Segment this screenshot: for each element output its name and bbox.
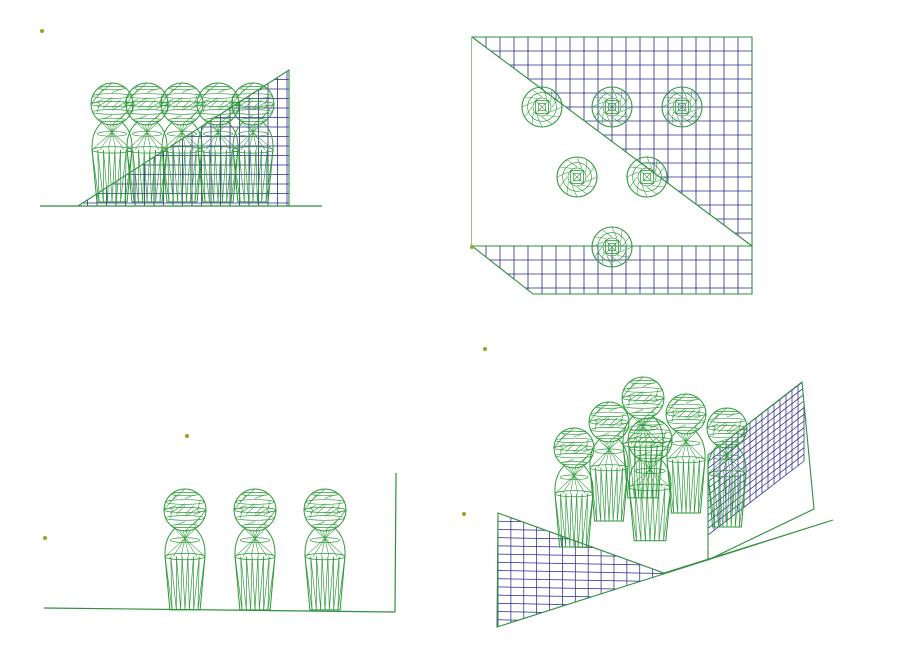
wireframe-figure-top bbox=[591, 226, 633, 268]
figure-head bbox=[163, 488, 207, 532]
wireframe-figure bbox=[233, 488, 277, 611]
wireframe-figure-top bbox=[661, 86, 703, 128]
wireframe-figure bbox=[665, 393, 707, 514]
figure-body bbox=[589, 438, 629, 522]
marker-dot bbox=[483, 347, 487, 351]
marker-dot bbox=[43, 536, 47, 540]
figure-head bbox=[627, 417, 673, 463]
figure-head bbox=[706, 407, 748, 449]
wireframe-figure-top bbox=[521, 86, 563, 128]
figure-body bbox=[164, 527, 206, 611]
wireframe-figure bbox=[231, 82, 275, 203]
figure-body bbox=[554, 464, 594, 548]
figure-body bbox=[197, 121, 239, 203]
figure-body bbox=[666, 430, 706, 514]
marker-dot bbox=[185, 434, 189, 438]
perspective-view-panel bbox=[496, 376, 834, 628]
wireframe-figure-top bbox=[556, 156, 598, 198]
wireframe-figure bbox=[303, 488, 347, 611]
figure-body bbox=[232, 121, 274, 203]
figure-body bbox=[91, 121, 133, 203]
back-wall-edge bbox=[394, 472, 397, 613]
wireframe-figure-top bbox=[591, 86, 633, 128]
side-view-panel bbox=[43, 472, 397, 613]
corner-markers bbox=[40, 29, 487, 540]
marker-dot bbox=[470, 245, 474, 249]
figure-head bbox=[231, 82, 275, 126]
wireframe-figure bbox=[163, 488, 207, 611]
figure-head bbox=[665, 393, 707, 435]
wireframe-figure bbox=[588, 401, 630, 522]
figure-body bbox=[161, 121, 203, 203]
figure-body bbox=[126, 121, 168, 203]
figure-head bbox=[553, 427, 595, 469]
figure-head bbox=[303, 488, 347, 532]
wireframe-figure-top bbox=[626, 156, 668, 198]
front-view-panel bbox=[40, 68, 322, 207]
ground-line bbox=[43, 607, 396, 613]
figure-head bbox=[233, 488, 277, 532]
floor-grid-lower bbox=[470, 245, 753, 295]
figure-head bbox=[621, 376, 665, 420]
top-view-panel bbox=[470, 36, 753, 295]
wireframe-figure bbox=[160, 82, 204, 203]
marker-dot bbox=[40, 29, 44, 33]
figure-head bbox=[588, 401, 630, 443]
figure-head bbox=[160, 82, 204, 126]
wireframe-figure bbox=[706, 407, 748, 528]
figure-body bbox=[234, 527, 276, 611]
figure-body bbox=[304, 527, 346, 611]
wireframe-figure bbox=[196, 82, 240, 203]
figure-body bbox=[707, 444, 747, 528]
wireframe-figure bbox=[553, 427, 595, 548]
marker-dot bbox=[462, 512, 466, 516]
figure-body bbox=[628, 458, 672, 542]
wireframe-figure bbox=[627, 417, 673, 542]
